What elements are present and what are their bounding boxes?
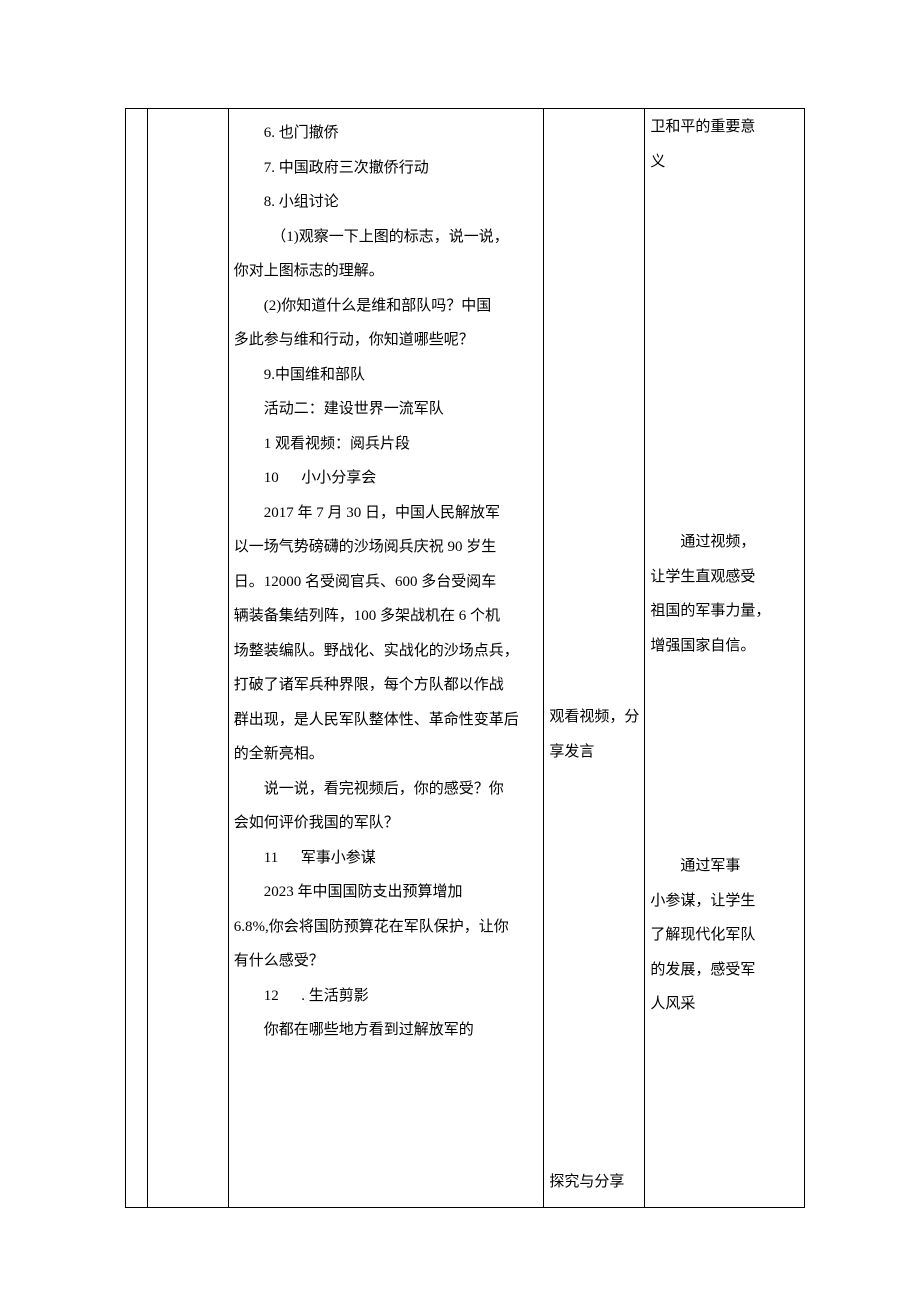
line: 2023 年中国国防支出预算增加	[234, 875, 539, 910]
line: 说一说，看完视频后，你的感受？你	[234, 772, 539, 807]
line: 人风采	[650, 987, 799, 1022]
table-col-5: 卫和平的重要意 义 通过视频， 让学生直观感受 祖国的军事力量， 增强国家自信。…	[645, 109, 805, 1208]
line: 6. 也门撤侨	[234, 116, 539, 151]
line: 8. 小组讨论	[234, 185, 539, 220]
line: 多此参与维和行动，你知道哪些呢？	[234, 323, 539, 358]
line: （1)观察一下上图的标志，说一说，	[234, 220, 539, 255]
label: 小小分享会	[301, 470, 376, 486]
line: 观看视频，分	[549, 700, 639, 735]
line: 增强国家自信。	[650, 629, 799, 664]
line: 场整装编队。野战化、实战化的沙场点兵，	[234, 634, 539, 669]
label: . 生活剪影	[301, 988, 369, 1004]
line: 打破了诸军兵种界限，每个方队都以作战	[234, 668, 539, 703]
line: 辆装备集结列阵，100 多架战机在 6 个机	[234, 599, 539, 634]
line: 群出现，是人民军队整体性、革命性变革后	[234, 703, 539, 738]
line: 让学生直观感受	[650, 560, 799, 595]
table-col-1	[126, 109, 148, 1208]
line: 的发展，感受军	[650, 953, 799, 988]
num: 11	[264, 850, 278, 866]
label: 军事小参谋	[301, 850, 376, 866]
line: 7. 中国政府三次撤侨行动	[234, 151, 539, 186]
table-col-2	[148, 109, 228, 1208]
num: 10	[264, 470, 279, 486]
line: 你都在哪些地方看到过解放军的	[234, 1013, 539, 1048]
line: 6.8%,你会将国防预算花在军队保护，让你	[234, 910, 539, 945]
line: 日。12000 名受阅官兵、600 多台受阅车	[234, 565, 539, 600]
line: 义	[650, 145, 799, 180]
line: 小参谋，让学生	[650, 884, 799, 919]
line: 通过视频，	[650, 525, 799, 560]
line: 的全新亮相。	[234, 737, 539, 772]
line: 了解现代化军队	[650, 918, 799, 953]
page: 6. 也门撤侨 7. 中国政府三次撤侨行动 8. 小组讨论 （1)观察一下上图的…	[0, 0, 920, 1301]
line: 12 . 生活剪影	[234, 979, 539, 1014]
line: 你对上图标志的理解。	[234, 254, 539, 289]
table-col-3: 6. 也门撤侨 7. 中国政府三次撤侨行动 8. 小组讨论 （1)观察一下上图的…	[228, 109, 544, 1208]
content-table: 6. 也门撤侨 7. 中国政府三次撤侨行动 8. 小组讨论 （1)观察一下上图的…	[125, 108, 805, 1208]
line: 11 军事小参谋	[234, 841, 539, 876]
line: 卫和平的重要意	[650, 110, 799, 145]
num: 12	[264, 988, 279, 1004]
line: 9.中国维和部队	[234, 358, 539, 393]
line: (2)你知道什么是维和部队吗？中国	[234, 289, 539, 324]
line: 探究与分享	[549, 1165, 639, 1200]
line: 以一场气势磅礴的沙场阅兵庆祝 90 岁生	[234, 530, 539, 565]
line: 通过军事	[650, 849, 799, 884]
line: 10 小小分享会	[234, 461, 539, 496]
line: 活动二：建设世界一流军队	[234, 392, 539, 427]
line: 2017 年 7 月 30 日，中国人民解放军	[234, 496, 539, 531]
line: 会如何评价我国的军队？	[234, 806, 539, 841]
table-col-4: 观看视频，分 享发言 探究与分享	[544, 109, 645, 1208]
line: 有什么感受？	[234, 944, 539, 979]
line: 享发言	[549, 735, 639, 770]
line: 1 观看视频：阅兵片段	[234, 427, 539, 462]
line: 祖国的军事力量，	[650, 594, 799, 629]
